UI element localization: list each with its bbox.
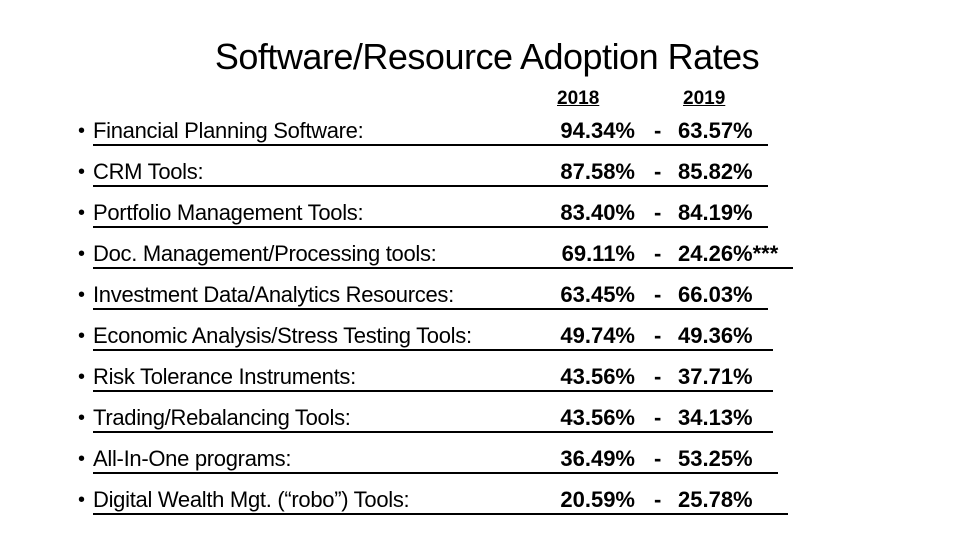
item-label: Portfolio Management Tools: (93, 200, 364, 225)
value-2018: 69.11% (561, 241, 635, 266)
value-2019: 84.19% (678, 200, 753, 225)
separator: - (654, 282, 662, 307)
separator: - (654, 118, 662, 143)
item-label: Doc. Management/Processing tools: (93, 241, 437, 266)
underline (93, 144, 768, 146)
value-2018: 63.45% (560, 282, 635, 307)
item-label: Investment Data/Analytics Resources: (93, 282, 454, 307)
separator: - (654, 446, 662, 471)
list-item: • Risk Tolerance Instruments: 43.56% -37.71… (78, 364, 778, 394)
separator: - (654, 487, 662, 512)
list-item: • Portfolio Management Tools: 83.40% -84.19… (78, 200, 778, 230)
underline (93, 513, 788, 515)
list-item: • Economic Analysis/Stress Testing Tools:… (78, 323, 778, 353)
value-2018: 20.59% (560, 487, 635, 512)
value-2019: 66.03% (678, 282, 753, 307)
column-header-2019: 2019 (683, 88, 726, 109)
value-2018: 43.56% (560, 364, 635, 389)
value-2019: 63.57% (678, 118, 753, 143)
bullet-icon: • (78, 489, 86, 511)
item-label: Risk Tolerance Instruments: (93, 364, 356, 389)
separator: - (654, 200, 662, 225)
item-label: CRM Tools: (93, 159, 204, 184)
value-2019: 37.71% (678, 364, 753, 389)
underline (93, 185, 768, 187)
list-item: • Trading/Rebalancing Tools: 43.56% -34.13% (78, 405, 778, 435)
underline (93, 390, 773, 392)
underline (93, 472, 778, 474)
item-label: Trading/Rebalancing Tools: (93, 405, 351, 430)
separator: - (654, 159, 662, 184)
item-label: Digital Wealth Mgt. (“robo”) Tools: (93, 487, 410, 512)
bullet-icon: • (78, 407, 86, 429)
column-header-2018: 2018 (557, 88, 600, 109)
value-2018: 83.40% (560, 200, 635, 225)
value-2018: 94.34% (560, 118, 635, 143)
list-item: • Doc. Management/Processing tools: 69.11%… (78, 241, 793, 271)
underline (93, 349, 773, 351)
item-label: All-In-One programs: (93, 446, 292, 471)
value-2019: 49.36% (678, 323, 753, 348)
value-2019: 25.78% (678, 487, 753, 512)
value-2018: 87.58% (560, 159, 635, 184)
underline (93, 308, 768, 310)
value-2018: 36.49% (560, 446, 635, 471)
value-2019: 24.26%*** (678, 241, 779, 266)
list-item: • Investment Data/Analytics Resources: 63.… (78, 282, 778, 312)
separator: - (654, 323, 662, 348)
separator: - (654, 241, 662, 266)
value-2019: 53.25% (678, 446, 753, 471)
value-2018: 43.56% (560, 405, 635, 430)
bullet-icon: • (78, 202, 86, 224)
bullet-icon: • (78, 448, 86, 470)
value-2018: 49.74% (560, 323, 635, 348)
separator: - (654, 405, 662, 430)
list-item: • CRM Tools: 87.58% -85.82% (78, 159, 778, 189)
bullet-icon: • (78, 243, 86, 265)
bullet-icon: • (78, 284, 86, 306)
bullet-icon: • (78, 366, 86, 388)
list-item: • All-In-One programs: 36.49% -53.25% (78, 446, 778, 476)
item-label: Economic Analysis/Stress Testing Tools: (93, 323, 472, 348)
bullet-icon: • (78, 161, 86, 183)
bullet-icon: • (78, 120, 86, 142)
list-item: • Financial Planning Software: 94.34% -63.5… (78, 118, 778, 148)
underline (93, 431, 773, 433)
item-label: Financial Planning Software: (93, 118, 364, 143)
bullet-icon: • (78, 325, 86, 347)
value-2019: 34.13% (678, 405, 753, 430)
underline (93, 226, 768, 228)
value-2019: 85.82% (678, 159, 753, 184)
underline (93, 267, 793, 269)
list-item: • Digital Wealth Mgt. (“robo”) Tools: 20.5… (78, 487, 788, 517)
separator: - (654, 364, 662, 389)
slide-title: Software/Resource Adoption Rates (214, 36, 760, 77)
